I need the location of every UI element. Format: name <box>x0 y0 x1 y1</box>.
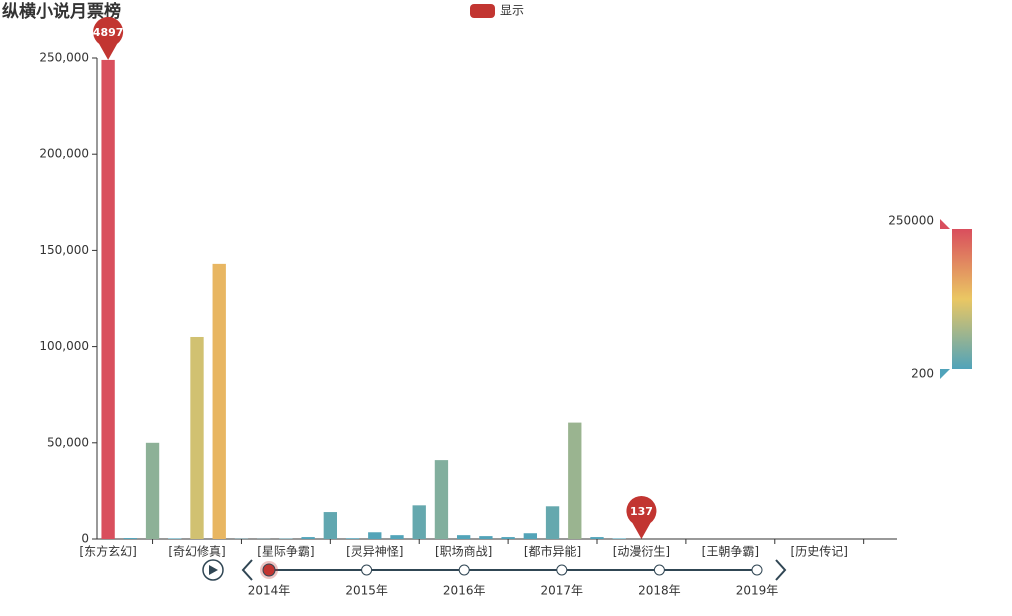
legend-label[interactable]: 显示 <box>500 4 524 18</box>
timeline-label[interactable]: 2015年 <box>345 584 388 598</box>
bar <box>390 535 404 539</box>
play-button[interactable] <box>202 559 224 581</box>
y-tick-label: 200,000 <box>39 147 89 161</box>
x-tick-label: [历史传记] <box>791 544 848 559</box>
bar <box>368 532 382 539</box>
bar <box>412 505 426 539</box>
bar <box>168 538 182 539</box>
bar <box>457 535 471 539</box>
bar <box>301 537 315 539</box>
bar <box>568 422 582 539</box>
x-tick-label: [职场商战] <box>435 544 492 559</box>
bar <box>501 537 515 539</box>
visual-map-min: 200 <box>911 367 934 381</box>
bar <box>434 460 449 539</box>
bar <box>479 536 493 539</box>
timeline-point[interactable] <box>458 564 470 576</box>
x-tick-label: [都市异能] <box>524 544 581 559</box>
chart-title: 纵横小说月票榜 <box>2 1 121 22</box>
bar <box>145 442 160 539</box>
x-tick-label: [动漫衍生] <box>613 545 670 559</box>
bar <box>523 533 537 539</box>
y-tick-label: 0 <box>81 532 89 546</box>
visual-map-handle[interactable] <box>940 219 950 229</box>
bar <box>612 538 626 539</box>
timeline-point[interactable] <box>653 564 665 576</box>
bar <box>323 512 337 539</box>
x-tick-label: [星际争霸] <box>257 545 314 559</box>
legend-swatch[interactable] <box>470 4 495 18</box>
timeline-label[interactable]: 2019年 <box>736 584 779 598</box>
bar <box>190 336 204 539</box>
x-tick-label: [奇幻修真] <box>168 544 225 559</box>
timeline-label[interactable]: 2016年 <box>443 584 486 598</box>
mark-pin <box>93 16 124 60</box>
timeline-point[interactable] <box>361 564 373 576</box>
x-tick-label: [王朝争霸] <box>702 545 759 559</box>
bar <box>101 59 115 539</box>
play-icon[interactable] <box>209 565 218 575</box>
visual-map-bar[interactable] <box>952 229 972 369</box>
timeline-label[interactable]: 2017年 <box>541 584 584 598</box>
bar <box>590 537 604 539</box>
y-tick-label: 250,000 <box>39 51 89 65</box>
next-button[interactable] <box>775 559 787 581</box>
timeline-point[interactable] <box>556 564 568 576</box>
visual-map-handle[interactable] <box>940 369 950 379</box>
mark-pin-label: 4897 <box>93 26 124 39</box>
x-tick-label: [灵异神怪] <box>346 545 403 559</box>
prev-button[interactable] <box>241 559 253 581</box>
mark-pin-label: 137 <box>630 505 653 518</box>
timeline-label[interactable]: 2018年 <box>638 584 681 598</box>
bar <box>212 263 226 539</box>
y-tick-label: 100,000 <box>39 339 89 353</box>
x-tick-label: [东方玄幻] <box>79 544 136 559</box>
timeline-point[interactable] <box>262 563 276 577</box>
timeline-label[interactable]: 2014年 <box>248 584 291 598</box>
visual-map-max: 250000 <box>888 214 934 228</box>
bar <box>345 538 360 539</box>
y-tick-label: 150,000 <box>39 243 89 257</box>
bar <box>123 538 137 539</box>
mark-pin <box>626 495 657 539</box>
bar <box>545 506 560 539</box>
y-tick-label: 50,000 <box>47 435 89 449</box>
timeline-point[interactable] <box>751 564 763 576</box>
